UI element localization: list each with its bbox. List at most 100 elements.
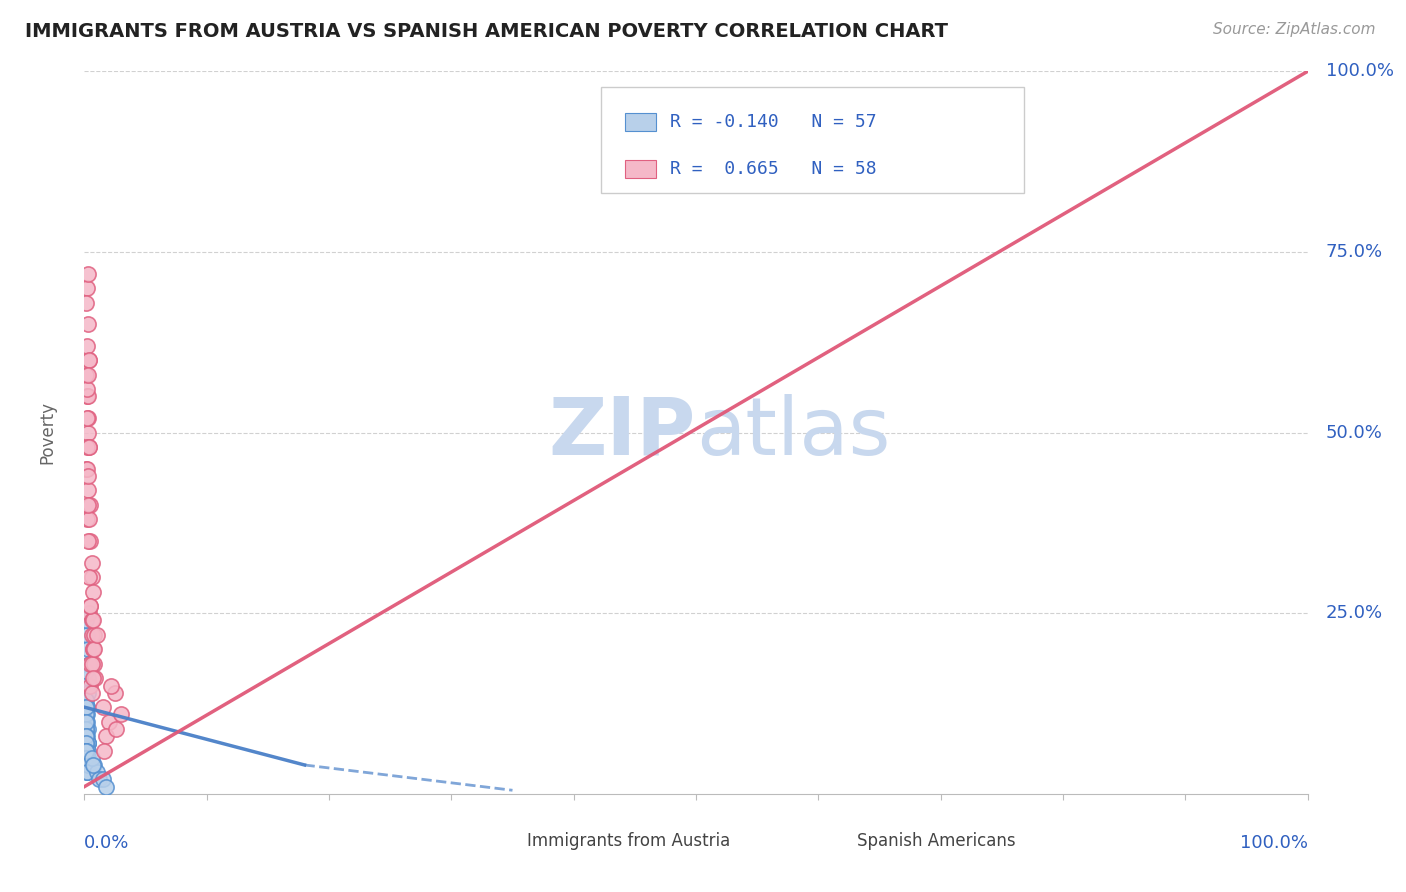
Point <box>77 353 100 368</box>
Point <box>79 678 101 692</box>
Point <box>75 751 97 765</box>
Point <box>75 462 97 476</box>
Point <box>75 736 97 750</box>
Point <box>77 411 100 425</box>
Point <box>91 700 114 714</box>
FancyBboxPatch shape <box>626 113 655 131</box>
Point <box>75 368 97 382</box>
Point <box>80 628 103 642</box>
Point <box>100 678 122 692</box>
Point <box>75 714 97 729</box>
Point <box>77 758 100 772</box>
Point <box>82 642 104 657</box>
Point <box>77 469 100 483</box>
Point <box>82 614 104 628</box>
Point <box>77 498 100 512</box>
Point <box>75 743 97 757</box>
Point <box>83 642 105 657</box>
Point <box>84 671 107 685</box>
Point <box>79 599 101 613</box>
Point <box>82 758 104 772</box>
Point <box>96 729 118 743</box>
Point <box>76 700 98 714</box>
FancyBboxPatch shape <box>818 833 845 849</box>
Point <box>76 339 98 353</box>
Point <box>76 765 98 780</box>
Point <box>77 671 100 685</box>
Point <box>86 628 108 642</box>
Point <box>77 425 100 440</box>
Point <box>77 758 100 772</box>
Point <box>75 743 97 757</box>
Point <box>75 693 97 707</box>
Point <box>76 743 98 757</box>
Point <box>75 700 97 714</box>
Point <box>76 707 98 722</box>
Point <box>77 368 100 382</box>
Point <box>75 722 97 736</box>
Point <box>75 751 97 765</box>
Point <box>76 729 98 743</box>
Point <box>83 628 105 642</box>
Text: 0.0%: 0.0% <box>84 834 129 852</box>
Point <box>96 780 118 794</box>
Point <box>75 295 97 310</box>
Point <box>75 714 97 729</box>
Point <box>77 483 100 498</box>
Point <box>77 318 100 332</box>
Point <box>86 765 108 780</box>
Point <box>77 736 100 750</box>
Point <box>76 512 98 526</box>
Point <box>87 772 110 787</box>
Point <box>82 642 104 657</box>
Point <box>76 758 98 772</box>
Point <box>79 657 101 671</box>
Point <box>80 570 103 584</box>
Point <box>75 722 97 736</box>
Text: 100.0%: 100.0% <box>1240 834 1308 852</box>
Point <box>76 751 98 765</box>
Point <box>77 743 100 757</box>
Point <box>104 686 127 700</box>
Point <box>75 707 97 722</box>
Text: atlas: atlas <box>696 393 890 472</box>
Text: Poverty: Poverty <box>38 401 56 464</box>
Point <box>76 743 98 757</box>
Text: R =  0.665   N = 58: R = 0.665 N = 58 <box>671 160 877 178</box>
Point <box>77 657 100 671</box>
Point <box>82 584 104 599</box>
Point <box>79 498 101 512</box>
Point <box>105 722 128 736</box>
Point <box>80 686 103 700</box>
Point <box>80 614 103 628</box>
Point <box>75 614 97 628</box>
Text: 75.0%: 75.0% <box>1326 243 1384 261</box>
Text: Source: ZipAtlas.com: Source: ZipAtlas.com <box>1212 22 1375 37</box>
Point <box>76 281 98 295</box>
Point <box>77 642 100 657</box>
Point <box>77 440 100 454</box>
Point <box>76 440 98 454</box>
Point <box>82 671 104 685</box>
Point <box>76 765 98 780</box>
Text: 25.0%: 25.0% <box>1326 604 1384 623</box>
Point <box>77 751 100 765</box>
Point <box>77 722 100 736</box>
Point <box>76 758 98 772</box>
Point <box>77 389 100 403</box>
Text: Spanish Americans: Spanish Americans <box>858 832 1017 850</box>
Point <box>77 353 100 368</box>
Point <box>77 736 100 750</box>
Point <box>76 751 98 765</box>
Point <box>77 533 100 548</box>
Text: 50.0%: 50.0% <box>1326 424 1384 442</box>
Point <box>83 758 105 772</box>
Text: ZIP: ZIP <box>548 393 696 472</box>
Point <box>76 714 98 729</box>
Point <box>76 678 98 692</box>
Point <box>75 664 97 678</box>
Point <box>76 411 98 425</box>
FancyBboxPatch shape <box>488 833 515 849</box>
Point <box>77 267 100 281</box>
Point <box>76 700 98 714</box>
